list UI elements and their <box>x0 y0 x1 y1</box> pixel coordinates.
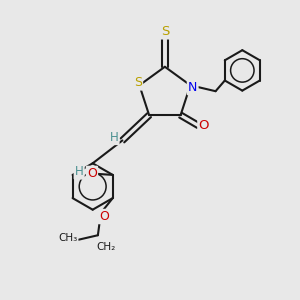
Text: N: N <box>188 81 197 94</box>
Text: H: H <box>110 131 118 144</box>
Text: CH₃: CH₃ <box>58 233 78 243</box>
Text: H: H <box>75 165 83 178</box>
Text: O: O <box>199 119 209 132</box>
Text: CH₂: CH₂ <box>97 242 116 251</box>
Text: O: O <box>99 210 109 223</box>
Text: S: S <box>161 25 169 38</box>
Text: S: S <box>134 76 142 89</box>
Text: O: O <box>87 167 97 180</box>
